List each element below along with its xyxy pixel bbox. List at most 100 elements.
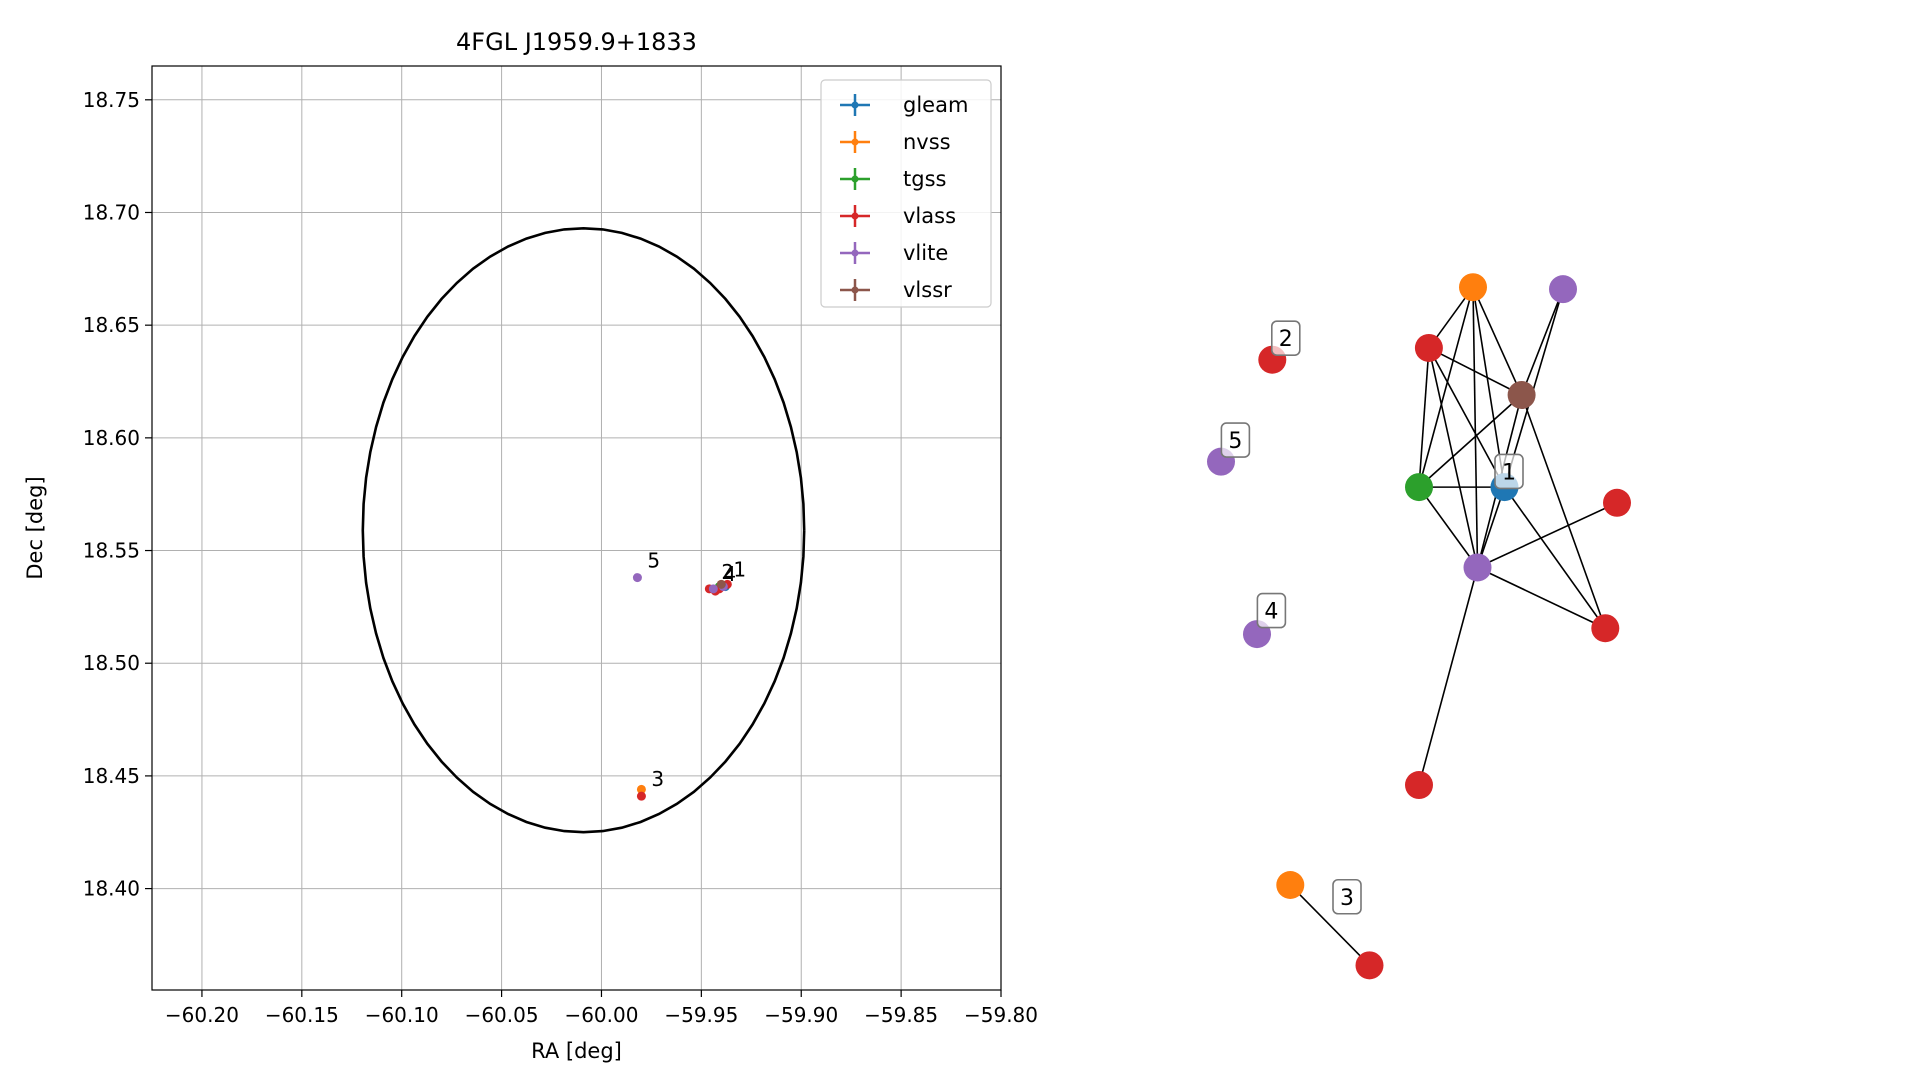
graph-edge: [1520, 288, 1564, 396]
group-label: 2: [1271, 320, 1301, 356]
x-tick-label: −60.05: [465, 1003, 539, 1027]
graph-edge: [1418, 486, 1479, 568]
graph-edge: [1476, 486, 1506, 568]
legend-entry-vlssr: vlssr: [840, 278, 952, 302]
graph-edge: [1503, 486, 1606, 629]
group-label-text: 2: [1279, 327, 1293, 352]
group-label-text: 1: [1502, 460, 1516, 485]
legend-entry-nvss: nvss: [840, 130, 951, 154]
point-vlite: [708, 584, 718, 594]
group-label-text: 4: [1264, 600, 1278, 625]
graph-node-vlssr: [1507, 381, 1536, 409]
x-tick-label: −59.90: [764, 1003, 838, 1027]
group-label-box: [1220, 422, 1251, 458]
point-vlssr: [716, 579, 726, 589]
legend-entry-vlass: vlass: [840, 204, 956, 228]
y-tick-label: 18.60: [83, 426, 140, 450]
group-label: 1: [1494, 453, 1524, 490]
graph-edge: [1520, 394, 1607, 629]
legend-label: vlass: [903, 204, 956, 228]
legend-marker-dot: [851, 249, 859, 257]
axes-frame: [151, 65, 1002, 991]
legend-box: [820, 79, 992, 308]
ellipse-layer: [361, 226, 806, 834]
legend-label: tgss: [903, 167, 946, 191]
graph-node-vlass: [1355, 951, 1384, 980]
x-tick-label: −60.10: [365, 1003, 439, 1027]
legend-marker-dot: [851, 101, 859, 109]
legend-entry-vlite: vlite: [840, 241, 948, 265]
graph-edge: [1418, 347, 1430, 488]
graph-node-nvss: [1276, 871, 1305, 899]
edge-layer: [1289, 286, 1618, 966]
x-tick-label: −60.15: [265, 1003, 339, 1027]
point-annotation: 5: [647, 549, 660, 573]
y-ticks: 18.40 18.45 18.50 18.55 18.60 18.65 18.70 18.75: [83, 88, 152, 901]
point-annotation: 1: [733, 558, 746, 582]
y-tick-label: 18.70: [83, 200, 140, 224]
x-tick-label: −60.00: [564, 1003, 638, 1027]
chart-title: 4FGL J1959.9+1833: [456, 28, 697, 56]
point-vlite: [632, 573, 642, 583]
localization-ellipse: [361, 226, 806, 834]
graph-node-vlite: [1549, 275, 1577, 304]
group-label-box: [1256, 592, 1287, 629]
graph-edge: [1428, 347, 1506, 488]
legend-label: gleam: [903, 93, 968, 117]
legend-entry-tgss: tgss: [840, 167, 946, 191]
group-label-box: [1332, 878, 1362, 915]
legend-label: vlssr: [903, 278, 952, 302]
legend-entry-gleam: gleam: [840, 93, 968, 117]
graph-edge: [1418, 286, 1474, 488]
legend: gleam nvss tgss vlass vlite vlssr: [820, 79, 992, 308]
graph-node-vlass: [1414, 333, 1443, 362]
y-tick-label: 18.40: [83, 877, 140, 901]
point-annotation: 3: [651, 767, 664, 791]
legend-marker-dot: [851, 286, 859, 294]
scatter-chart: 5 241 3 −60.20 −60.15 −60.10 −60.05 −60.00 −59.…: [23, 28, 1038, 1063]
y-axis-label: Dec [deg]: [23, 476, 47, 579]
x-tick-label: −59.85: [864, 1003, 938, 1027]
point-nvss: [636, 784, 646, 794]
graph-node-vlass: [1405, 771, 1433, 800]
graph-edge: [1477, 502, 1618, 569]
graph-edge: [1428, 347, 1479, 568]
group-label-text: 3: [1340, 886, 1354, 911]
group-label: 4: [1256, 592, 1287, 629]
graph-edge: [1472, 287, 1479, 568]
legend-label: vlite: [903, 241, 948, 265]
group-label-box: [1494, 453, 1524, 490]
x-tick-label: −59.80: [964, 1003, 1038, 1027]
graph-node-tgss: [1405, 473, 1433, 502]
group-label-box: [1271, 320, 1301, 356]
y-tick-label: 18.55: [83, 539, 140, 563]
point-vlass: [636, 791, 646, 801]
node-label-layer: 1 2 5 4 3: [1220, 320, 1524, 915]
point-annotation: 2: [721, 560, 734, 584]
legend-marker-dot: [851, 212, 859, 220]
y-tick-label: 18.75: [83, 88, 140, 112]
point-annotation: 4: [723, 562, 736, 586]
x-ticks: −60.20 −60.15 −60.10 −60.05 −60.00 −59.95 −59.…: [165, 990, 1038, 1027]
y-tick-label: 18.65: [83, 313, 140, 337]
legend-label: nvss: [903, 130, 951, 154]
x-tick-label: −60.20: [165, 1003, 239, 1027]
graph-edge: [1289, 884, 1371, 966]
graph-edge: [1477, 566, 1606, 629]
graph-edge: [1428, 347, 1522, 396]
x-axis-label: RA [deg]: [531, 1039, 622, 1063]
graph-edge: [1418, 567, 1479, 786]
graph-node-vlite: [1463, 553, 1492, 582]
group-label: 3: [1332, 878, 1362, 915]
annotation-layer: 5 241 3: [647, 549, 746, 792]
legend-marker-dot: [851, 175, 859, 183]
graph-edge: [1472, 286, 1523, 396]
legend-marker-dot: [851, 138, 859, 146]
x-tick-label: −59.95: [664, 1003, 738, 1027]
group-label-text: 5: [1228, 429, 1242, 454]
network-graph: 1 2 5 4 3: [1207, 273, 1631, 980]
points-layer: [632, 573, 732, 801]
y-tick-label: 18.45: [83, 764, 140, 788]
y-tick-label: 18.50: [83, 651, 140, 675]
